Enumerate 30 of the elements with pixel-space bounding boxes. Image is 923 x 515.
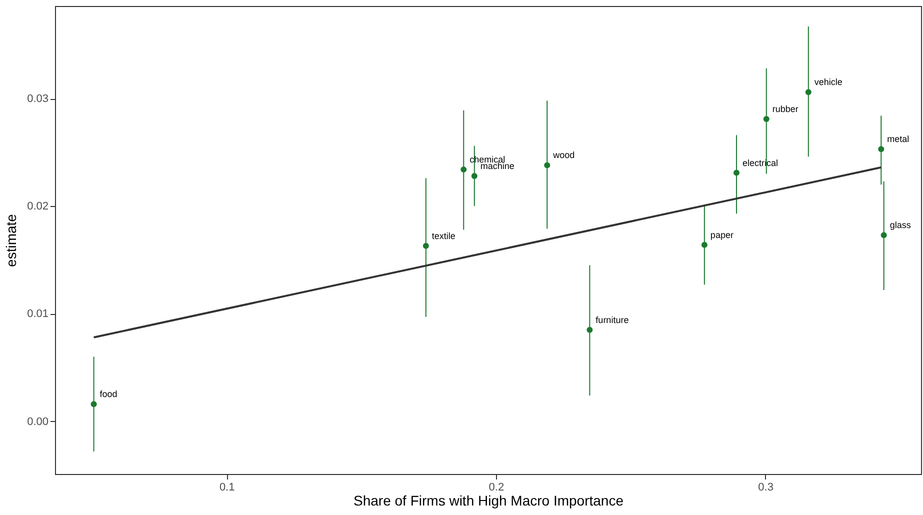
x-axis-title: Share of Firms with High Macro Importance: [354, 492, 624, 508]
annotation: rubber: [772, 104, 798, 114]
y-tick-label: 0.00: [27, 416, 48, 428]
point: [805, 89, 812, 96]
annotation: wood: [552, 150, 575, 160]
point: [880, 232, 887, 238]
point: [701, 242, 708, 248]
y-axis-title: estimate: [3, 214, 20, 267]
point: [422, 242, 429, 249]
point: [586, 326, 593, 333]
y-tick-label: 0.02: [27, 200, 48, 213]
point: [763, 116, 770, 122]
annotation: furniture: [596, 314, 629, 325]
annotation: glass: [890, 220, 912, 230]
point: [878, 146, 884, 152]
point: [733, 170, 740, 176]
x-tick-label: 0.2: [488, 482, 504, 494]
y-tick-label: 0.03: [27, 93, 48, 106]
annotation: textile: [432, 230, 456, 241]
point: [544, 162, 550, 168]
annotation: metal: [887, 134, 910, 144]
point: [471, 172, 478, 179]
annotation: food: [100, 389, 118, 400]
annotation: vehicle: [814, 77, 842, 88]
point: [460, 166, 467, 173]
x-tick-label: 0.1: [219, 482, 235, 494]
point: [90, 401, 97, 408]
annotation: paper: [710, 230, 734, 240]
x-tick-label: 0.3: [758, 482, 774, 494]
y-tick-label: 0.01: [27, 308, 48, 320]
